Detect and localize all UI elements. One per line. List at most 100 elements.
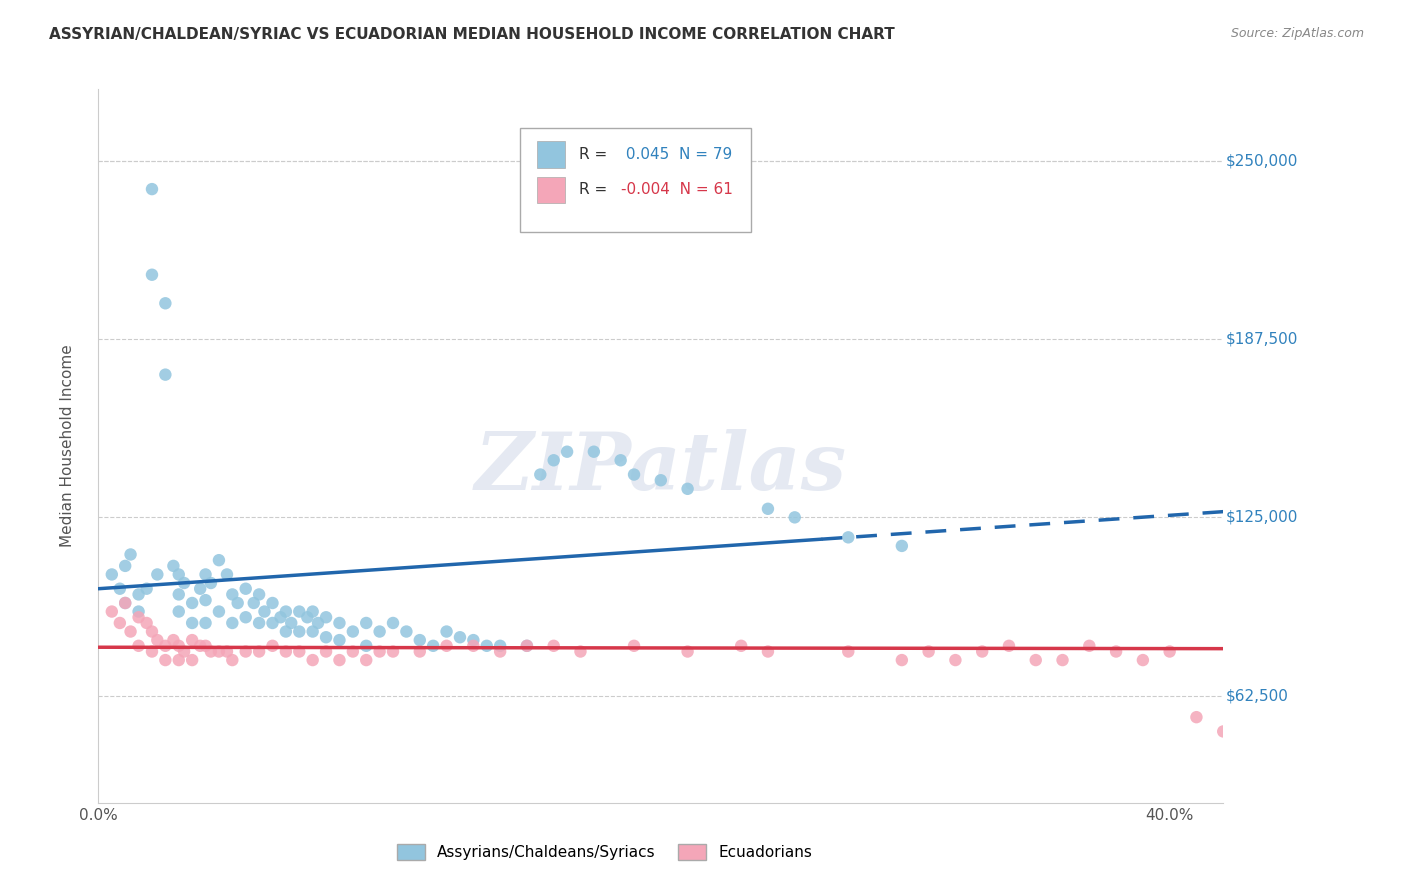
FancyBboxPatch shape	[537, 141, 565, 168]
Point	[475, 639, 498, 653]
Point	[162, 633, 184, 648]
Point	[1212, 724, 1234, 739]
Point	[167, 567, 190, 582]
Point	[315, 644, 337, 658]
Point	[114, 596, 136, 610]
Point	[422, 639, 444, 653]
Point	[1132, 653, 1154, 667]
Point	[181, 653, 204, 667]
Point	[288, 605, 311, 619]
Point	[463, 633, 485, 648]
Point	[1078, 639, 1101, 653]
Point	[200, 576, 222, 591]
Point	[945, 653, 967, 667]
Point	[449, 630, 471, 644]
Point	[162, 558, 184, 573]
Point	[409, 633, 432, 648]
Point	[235, 610, 257, 624]
Point	[146, 633, 169, 648]
Point	[382, 615, 405, 630]
Point	[368, 644, 391, 658]
Legend: Assyrians/Chaldeans/Syriacs, Ecuadorians: Assyrians/Chaldeans/Syriacs, Ecuadorians	[391, 838, 818, 866]
Point	[108, 615, 131, 630]
Point	[262, 596, 284, 610]
Point	[235, 582, 257, 596]
Point	[354, 653, 377, 667]
Y-axis label: Median Household Income: Median Household Income	[60, 344, 75, 548]
Point	[128, 587, 150, 601]
Point	[262, 639, 284, 653]
Point	[328, 653, 350, 667]
Point	[676, 482, 699, 496]
Point	[167, 605, 190, 619]
Text: R =: R =	[579, 183, 612, 197]
Point	[101, 605, 124, 619]
Text: -0.004  N = 61: -0.004 N = 61	[621, 183, 734, 197]
Point	[141, 182, 163, 196]
Point	[262, 615, 284, 630]
Point	[1052, 653, 1074, 667]
Point	[280, 615, 302, 630]
Point	[307, 615, 329, 630]
Point	[247, 615, 270, 630]
Point	[837, 530, 859, 544]
Point	[382, 644, 405, 658]
Point	[155, 639, 177, 653]
Point	[297, 610, 319, 624]
Point	[188, 582, 211, 596]
Point	[301, 624, 323, 639]
Point	[274, 605, 297, 619]
Point	[623, 467, 645, 482]
Point	[756, 501, 779, 516]
Text: $250,000: $250,000	[1226, 153, 1298, 168]
Point	[141, 644, 163, 658]
Point	[173, 576, 195, 591]
Point	[650, 473, 672, 487]
Point	[409, 644, 432, 658]
Point	[288, 644, 311, 658]
Point	[730, 639, 752, 653]
Point	[181, 596, 204, 610]
Point	[120, 624, 142, 639]
Point	[235, 644, 257, 658]
Point	[253, 605, 276, 619]
Point	[342, 624, 364, 639]
Point	[543, 453, 565, 467]
FancyBboxPatch shape	[537, 177, 565, 203]
Text: Source: ZipAtlas.com: Source: ZipAtlas.com	[1230, 27, 1364, 40]
Point	[516, 639, 538, 653]
Point	[128, 639, 150, 653]
Point	[215, 644, 238, 658]
Point	[274, 624, 297, 639]
FancyBboxPatch shape	[520, 128, 751, 232]
Point	[208, 644, 231, 658]
Point	[676, 644, 699, 658]
Point	[135, 582, 157, 596]
Point	[155, 368, 177, 382]
Point	[247, 644, 270, 658]
Point	[783, 510, 806, 524]
Point	[194, 639, 217, 653]
Point	[1025, 653, 1047, 667]
Point	[609, 453, 631, 467]
Point	[301, 605, 323, 619]
Point	[1159, 644, 1181, 658]
Point	[395, 624, 418, 639]
Point	[274, 644, 297, 658]
Point	[221, 615, 243, 630]
Text: $125,000: $125,000	[1226, 510, 1298, 524]
Point	[120, 548, 142, 562]
Point	[756, 644, 779, 658]
Point	[101, 567, 124, 582]
Point	[436, 624, 458, 639]
Point	[141, 624, 163, 639]
Point	[301, 653, 323, 667]
Text: $62,500: $62,500	[1226, 689, 1288, 703]
Point	[155, 296, 177, 310]
Point	[837, 644, 859, 658]
Point	[489, 644, 512, 658]
Point	[328, 615, 350, 630]
Text: $187,500: $187,500	[1226, 332, 1298, 346]
Point	[221, 653, 243, 667]
Point	[200, 644, 222, 658]
